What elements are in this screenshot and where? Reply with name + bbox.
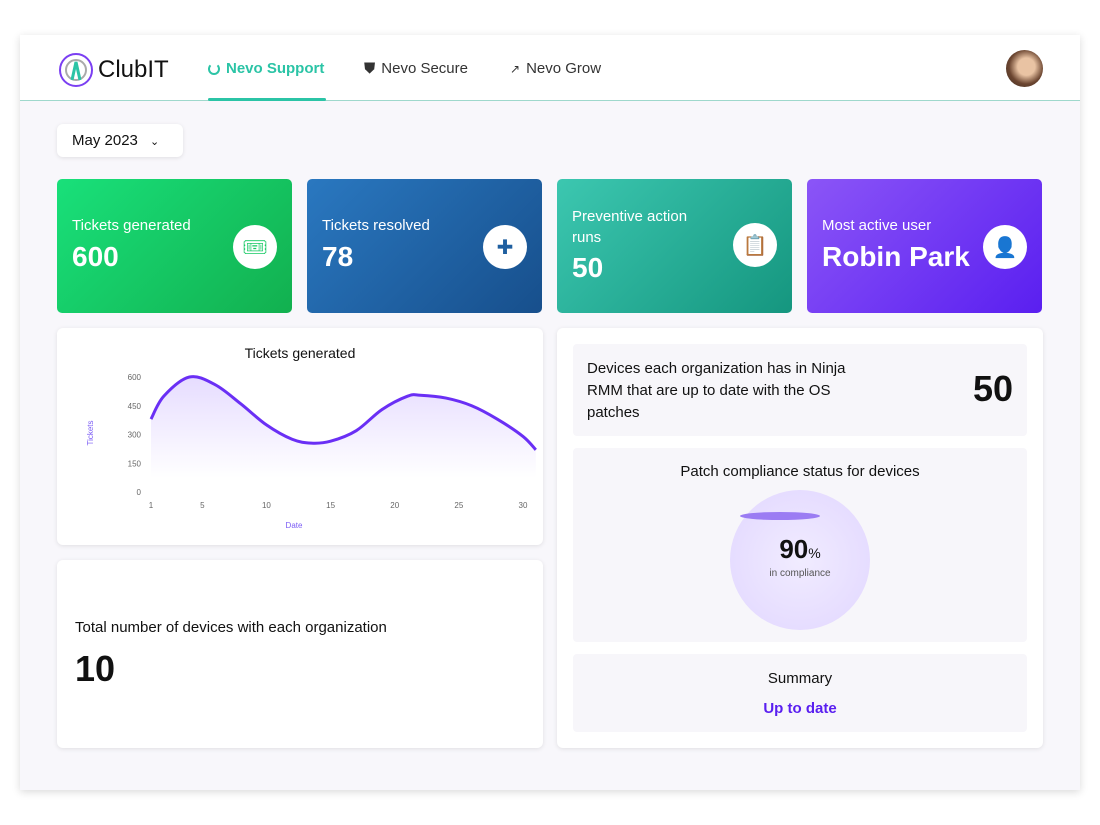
y-tick-label: 0	[137, 488, 142, 497]
y-tick-label: 600	[128, 373, 142, 382]
x-tick-label: 1	[149, 501, 154, 510]
tab-label: Nevo Support	[226, 60, 325, 77]
x-tick-label: 5	[200, 501, 205, 510]
compliance-gauge: 90% in compliance	[730, 490, 870, 630]
stat-value: 50	[572, 252, 604, 283]
stat-card-tickets-resolved: Tickets resolved 78 ✚	[307, 179, 542, 313]
clipboard-check-icon: 📋	[733, 223, 777, 267]
compliance-caption: in compliance	[769, 568, 831, 579]
x-tick-label: 25	[454, 501, 463, 510]
x-axis-label: Date	[286, 521, 303, 530]
avatar[interactable]	[1006, 50, 1043, 87]
top-nav: ClubIT Nevo Support ⛊ Nevo Secure ↗ Nevo G…	[20, 35, 1080, 101]
stat-value: 600	[72, 241, 119, 272]
tab-nevo-secure[interactable]: ⛊ Nevo Secure	[364, 60, 468, 77]
summary-panel: Summary Up to date	[573, 654, 1027, 732]
tab-nevo-grow[interactable]: ↗ Nevo Grow	[510, 60, 601, 77]
chart-title: Tickets generated	[245, 345, 356, 361]
compliance-value: 90	[779, 534, 809, 564]
shield-icon: ⛊	[364, 60, 376, 77]
month-value: May 2023	[72, 132, 138, 149]
tab-label: Nevo Secure	[381, 60, 468, 77]
x-tick-label: 20	[390, 501, 399, 510]
x-tick-label: 15	[326, 501, 335, 510]
x-tick-label: 30	[519, 501, 528, 510]
active-tab-indicator	[208, 98, 326, 101]
stat-card-preventive-runs: Preventive action runs 50 📋	[557, 179, 792, 313]
summary-status[interactable]: Up to date	[763, 700, 837, 717]
stat-value: Robin Park	[822, 241, 970, 272]
logo[interactable]: ClubIT	[58, 52, 169, 88]
ticket-icon: 🎟	[233, 225, 277, 269]
compliance-unit: %	[808, 545, 821, 561]
stat-card-tickets-generated: Tickets generated 600 🎟	[57, 179, 292, 313]
stat-card-most-active-user: Most active user Robin Park 👤	[807, 179, 1042, 313]
puzzle-icon: ✚	[483, 225, 527, 269]
x-tick-label: 10	[262, 501, 271, 510]
brand-name: ClubIT	[98, 56, 169, 83]
devices-uptodate-value: 50	[972, 368, 1013, 409]
chart-area-fill	[151, 376, 536, 478]
spinner-icon	[208, 62, 220, 75]
y-tick-label: 450	[128, 402, 142, 411]
total-devices-value: 10	[75, 648, 116, 689]
stat-label: Tickets generated	[72, 217, 191, 234]
summary-title: Summary	[767, 670, 833, 687]
patch-card: Devices each organization has in Ninja R…	[557, 328, 1043, 748]
stat-value: 78	[322, 241, 354, 272]
tab-nevo-support[interactable]: Nevo Support	[208, 60, 324, 77]
devices-uptodate-label: Devices each organization has in Ninja R…	[587, 360, 846, 421]
fingerprint-logo-icon	[59, 53, 93, 87]
y-tick-label: 300	[128, 431, 142, 440]
stat-label: Preventive action runs	[572, 208, 688, 246]
total-devices-card: Total number of devices with each organi…	[57, 560, 543, 748]
tickets-line-chart: Tickets generated Date Tickets 0 150 300 45…	[86, 345, 537, 530]
month-select[interactable]: May 2023 ⌄	[57, 124, 183, 157]
chevron-down-icon: ⌄	[150, 136, 160, 148]
devices-uptodate-panel: Devices each organization has in Ninja R…	[573, 344, 1027, 436]
user-icon: 👤	[983, 225, 1027, 269]
compliance-panel: Patch compliance status for devices 90% …	[573, 448, 1027, 642]
tickets-chart-card: Tickets generated Date Tickets 0 150 300 45…	[57, 328, 543, 545]
stat-label: Tickets resolved	[322, 217, 430, 234]
tab-label: Nevo Grow	[526, 60, 602, 77]
compliance-title: Patch compliance status for devices	[680, 463, 920, 480]
app-window: ClubIT Nevo Support ⛊ Nevo Secure ↗ Nevo G…	[20, 35, 1080, 790]
stat-label: Most active user	[822, 217, 932, 234]
total-devices-label: Total number of devices with each organi…	[75, 619, 387, 636]
trend-up-icon: ↗	[510, 61, 521, 76]
gauge-fill	[740, 512, 820, 520]
y-axis-label: Tickets	[86, 420, 95, 445]
chart-series-line	[149, 375, 537, 451]
y-tick-label: 150	[128, 459, 142, 468]
